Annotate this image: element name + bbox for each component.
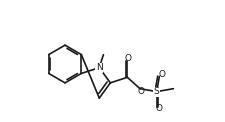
Text: O: O	[125, 54, 132, 63]
Text: O: O	[137, 87, 144, 97]
Text: O: O	[155, 104, 162, 113]
Text: N: N	[96, 63, 103, 72]
Text: O: O	[158, 70, 165, 79]
Text: S: S	[154, 87, 160, 96]
